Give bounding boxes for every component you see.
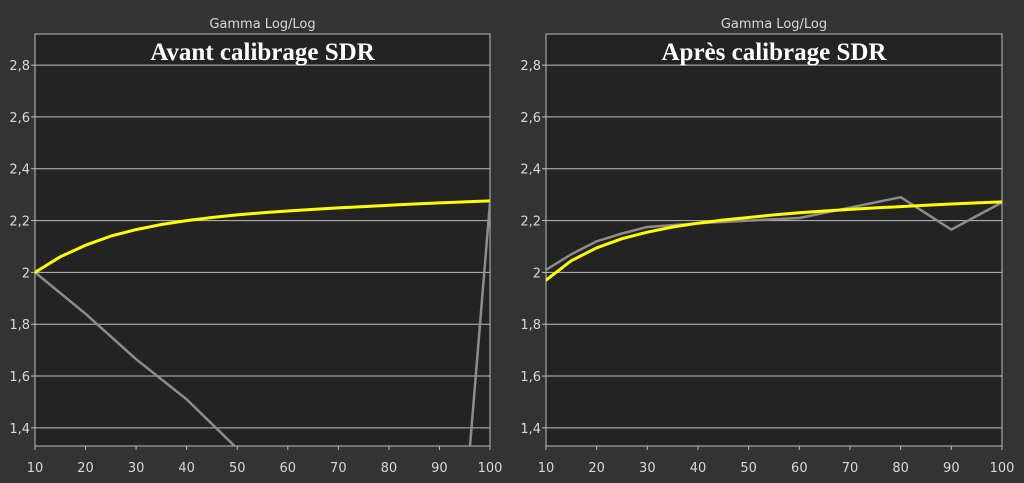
- y-tick-label: 1,8: [9, 318, 30, 333]
- x-tick-label: 100: [990, 461, 1015, 476]
- y-tick-label: 1,6: [520, 370, 541, 385]
- x-tick-label: 40: [690, 461, 707, 476]
- x-tick-label: 40: [178, 461, 195, 476]
- y-tick-label: 1,4: [9, 422, 30, 437]
- y-tick-label: 1,8: [520, 318, 541, 333]
- y-tick-label: 2: [22, 266, 30, 281]
- x-tick-label: 80: [892, 461, 909, 476]
- y-tick-label: 2: [533, 266, 541, 281]
- chart-panel-1: Gamma Log/Log 1,4 1,6 1,8 2 2,2 2,4 2,6 2,8 10 20 3…: [9, 17, 502, 476]
- x-tick-label: 30: [639, 461, 656, 476]
- y-tick-label: 2,8: [9, 59, 30, 74]
- plot-area: [35, 34, 490, 446]
- overlay-heading: Avant calibrage SDR: [150, 39, 375, 66]
- chart-panel-2: Gamma Log/Log 1,4 1,6 1,8 2 2,2 2,4 2,6 2,8 10 20 3…: [520, 17, 1014, 476]
- y-tick-label: 2,8: [520, 59, 541, 74]
- y-tick-label: 1,4: [520, 422, 541, 437]
- y-tick-label: 2,6: [520, 111, 541, 126]
- x-tick-label: 50: [229, 461, 246, 476]
- y-tick-label: 2,4: [520, 163, 541, 178]
- overlay-heading: Après calibrage SDR: [662, 39, 888, 66]
- x-tick-label: 20: [588, 461, 605, 476]
- y-tick-label: 2,4: [9, 163, 30, 178]
- y-tick-label: 1,6: [9, 370, 30, 385]
- target-gamma-line: [35, 199, 490, 274]
- plot-frame: [545, 33, 1003, 447]
- measured-gamma-line: [546, 195, 1002, 272]
- x-tick-label: 10: [27, 461, 44, 476]
- y-tick-label: 2,6: [9, 111, 30, 126]
- x-tick-label: 60: [791, 461, 808, 476]
- y-tick-label: 2,2: [9, 215, 30, 230]
- x-tick-label: 80: [381, 461, 398, 476]
- plot-frame: [34, 33, 491, 447]
- measured-gamma-line: [35, 201, 490, 446]
- x-tick-label: 20: [77, 461, 94, 476]
- chart-title: Gamma Log/Log: [721, 17, 827, 32]
- x-tick-label: 100: [478, 461, 503, 476]
- x-tick-label: 70: [330, 461, 347, 476]
- y-tick-label: 2,2: [520, 215, 541, 230]
- x-tick-label: 90: [943, 461, 960, 476]
- x-tick-label: 10: [538, 461, 555, 476]
- x-tick-label: 90: [431, 461, 448, 476]
- x-tick-label: 30: [128, 461, 145, 476]
- x-tick-label: 70: [842, 461, 859, 476]
- x-tick-label: 60: [280, 461, 297, 476]
- x-tick-label: 50: [740, 461, 757, 476]
- chart-title: Gamma Log/Log: [209, 17, 315, 32]
- target-gamma-line: [546, 200, 1002, 282]
